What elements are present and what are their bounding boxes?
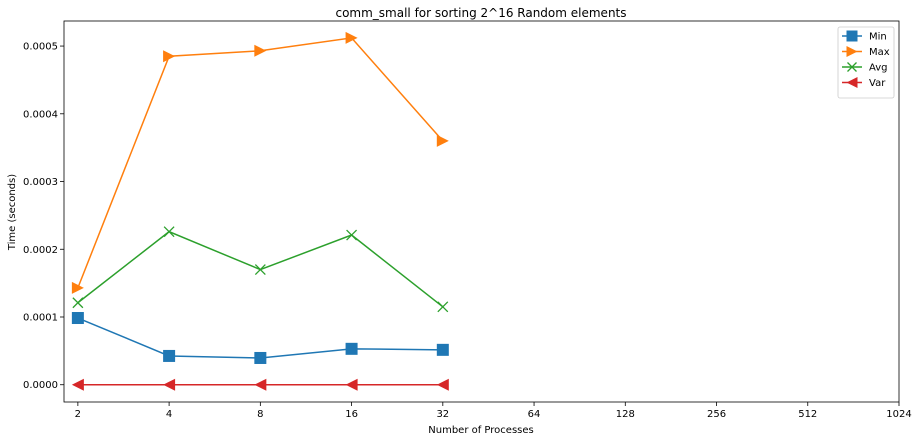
square-marker <box>163 349 176 362</box>
x-marker <box>163 226 175 238</box>
series-avg <box>72 226 449 313</box>
plot-frame <box>63 20 900 403</box>
triangle-right-marker <box>254 44 267 57</box>
x-tick-label: 16 <box>345 409 358 420</box>
legend: Min Max Avg Var <box>837 26 895 99</box>
legend-entry-var: Var <box>842 77 886 89</box>
legend-entry-avg: Avg <box>842 62 888 74</box>
x-marker <box>437 301 449 313</box>
triangle-left-marker <box>436 378 449 391</box>
legend-label: Var <box>869 78 886 89</box>
triangle-left-marker <box>163 378 176 391</box>
legend-label: Avg <box>869 63 888 74</box>
legend-label: Min <box>869 32 887 43</box>
x-tick-label: 64 <box>528 409 541 420</box>
square-marker <box>254 351 267 364</box>
x-tick-label: 256 <box>707 409 726 420</box>
legend-entry-max: Max <box>842 46 890 58</box>
series-var <box>71 378 449 391</box>
x-tick-label: 2 <box>75 409 81 420</box>
y-tick-label: 0.0005 <box>23 42 58 53</box>
x-tick-label: 1024 <box>886 409 911 420</box>
triangle-right-marker <box>846 46 858 57</box>
legend-entry-min: Min <box>842 30 887 43</box>
x-axis-title: Number of Processes <box>428 425 533 436</box>
x-marker <box>346 229 358 241</box>
series-max <box>71 31 449 294</box>
triangle-right-marker <box>436 134 449 147</box>
square-marker <box>436 343 449 356</box>
x-tick-label: 4 <box>166 409 172 420</box>
x-marker <box>254 264 266 276</box>
y-axis-title: Time (seconds) <box>7 174 18 251</box>
triangle-left-marker <box>846 77 858 88</box>
x-axis: 2 4 8 16 32 64 128 256 512 1024 <box>75 402 912 420</box>
square-marker <box>345 342 358 355</box>
square-marker <box>846 30 858 42</box>
triangle-right-marker <box>345 31 358 44</box>
legend-label: Max <box>869 47 890 58</box>
x-marker <box>72 297 84 309</box>
y-tick-label: 0.0003 <box>23 177 58 188</box>
triangle-left-marker <box>254 378 267 391</box>
square-marker <box>71 312 84 325</box>
x-tick-label: 8 <box>257 409 263 420</box>
triangle-left-marker <box>71 378 84 391</box>
series-min <box>71 312 449 364</box>
y-tick-label: 0.0000 <box>23 380 58 391</box>
x-tick-label: 128 <box>616 409 635 420</box>
x-tick-label: 32 <box>436 409 449 420</box>
series-layer <box>71 31 449 391</box>
y-tick-label: 0.0004 <box>23 109 58 120</box>
triangle-right-marker <box>163 50 176 63</box>
x-tick-label: 512 <box>798 409 817 420</box>
chart-title: comm_small for sorting 2^16 Random eleme… <box>335 6 626 20</box>
triangle-right-marker <box>71 281 84 294</box>
series-line <box>77 37 444 289</box>
x-marker <box>847 62 857 72</box>
y-tick-label: 0.0001 <box>23 312 58 323</box>
y-tick-label: 0.0002 <box>23 245 58 256</box>
triangle-left-marker <box>345 378 358 391</box>
y-axis: 0.0000 0.0001 0.0002 0.0003 0.0004 0.0005 <box>23 42 64 391</box>
